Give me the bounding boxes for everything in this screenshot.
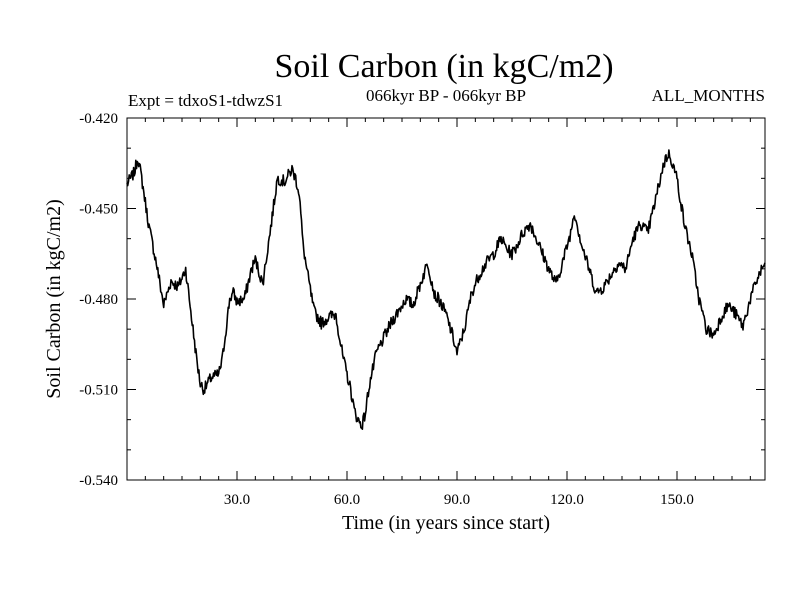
- period-label: 066kyr BP - 066kyr BP: [366, 86, 526, 105]
- y-tick-labels: -0.420 -0.450 -0.480 -0.510 -0.540: [79, 111, 118, 489]
- y-tick-label: -0.540: [79, 473, 118, 489]
- y-tick-label: -0.420: [79, 111, 118, 127]
- x-tick-label: 60.0: [334, 492, 360, 508]
- months-label: ALL_MONTHS: [652, 86, 765, 105]
- x-tick-label: 120.0: [550, 492, 584, 508]
- chart-title: Soil Carbon (in kgC/m2): [274, 48, 613, 85]
- y-axis-label: Soil Carbon (in kgC/m2): [43, 199, 65, 398]
- x-tick-label: 150.0: [660, 492, 694, 508]
- plot-frame: [126, 117, 766, 481]
- y-tick-label: -0.450: [79, 202, 118, 218]
- soil-carbon-series-line: [126, 149, 766, 431]
- axis-ticks: [127, 117, 765, 481]
- experiment-label: Expt = tdxoS1-tdwzS1: [128, 91, 283, 110]
- y-tick-label: -0.510: [79, 383, 118, 399]
- x-tick-label: 30.0: [224, 492, 250, 508]
- x-axis-label: Time (in years since start): [342, 512, 550, 534]
- x-tick-label: 90.0: [444, 492, 470, 508]
- y-tick-label: -0.480: [79, 292, 118, 308]
- x-tick-labels: 30.0 60.0 90.0 120.0 150.0: [224, 492, 694, 508]
